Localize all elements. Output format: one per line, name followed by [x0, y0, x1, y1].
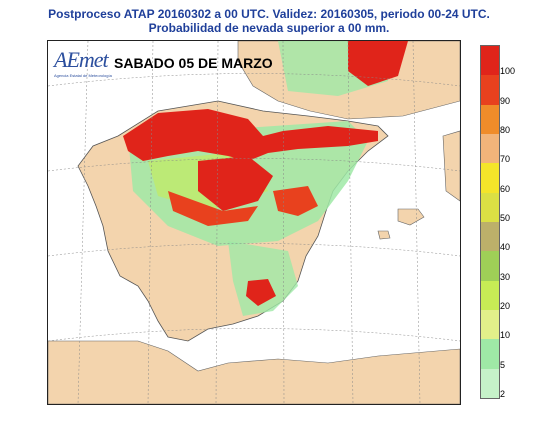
- legend-swatch: [481, 222, 499, 252]
- legend-level-label: 50: [500, 213, 511, 223]
- color-legend: [480, 45, 500, 399]
- legend-swatch: [481, 280, 499, 310]
- legend-swatch: [481, 104, 499, 134]
- probability-map: AEmet Agencia Estatal de Meteorología SA…: [47, 40, 461, 405]
- logo-subtitle: Agencia Estatal de Meteorología: [54, 73, 112, 78]
- title-line-1: Postproceso ATAP 20160302 a 00 UTC. Vali…: [48, 7, 490, 21]
- legend-swatch: [481, 192, 499, 222]
- aemet-logo: AEmet Agencia Estatal de Meteorología: [52, 47, 112, 81]
- legend-level-label: 30: [500, 271, 511, 282]
- legend-level-label: 80: [500, 125, 511, 135]
- legend-swatch: [481, 368, 499, 398]
- map-canvas: [48, 41, 460, 404]
- legend-swatch: [481, 75, 499, 105]
- legend-swatch: [481, 134, 499, 164]
- legend-level-label: 90: [500, 95, 511, 106]
- legend-labels: 2 5 10 20 30 40 50 60 70 80 90 100: [500, 40, 536, 402]
- legend-level-label: 5: [500, 359, 506, 370]
- legend-level-label: 60: [500, 183, 511, 194]
- legend-level-label: 2: [500, 389, 506, 399]
- legend-level-label: 40: [500, 242, 511, 253]
- legend-level-label: 20: [500, 301, 511, 311]
- legend-swatch: [481, 163, 499, 193]
- title-line-2: Probabilidad de nevada superior a 00 mm.: [148, 21, 390, 35]
- legend-swatch: [481, 251, 499, 281]
- legend-swatch: [481, 46, 499, 76]
- legend-level-label: 10: [500, 330, 511, 341]
- forecast-date-label: SABADO 05 DE MARZO: [114, 55, 273, 71]
- logo-text: AEmet: [54, 47, 109, 72]
- legend-swatch: [481, 310, 499, 340]
- legend-level-label: 70: [500, 154, 511, 165]
- legend-swatch: [481, 339, 499, 369]
- legend-level-label: 100: [500, 66, 516, 77]
